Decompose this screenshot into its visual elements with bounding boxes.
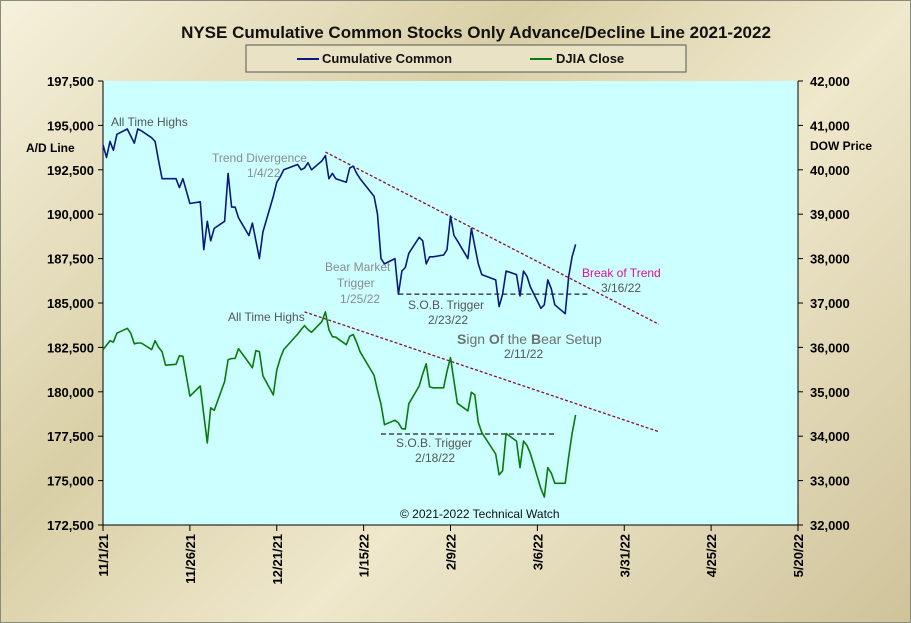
x-tick-label: 3/31/22 bbox=[617, 534, 632, 577]
annotation-sob-trigger-bottom-date: 2/18/22 bbox=[415, 451, 455, 465]
series-line-cumulative-common bbox=[102, 128, 577, 315]
left-tick-label: 192,500 bbox=[47, 163, 94, 178]
chart-title: NYSE Cumulative Common Stocks Only Advan… bbox=[181, 23, 771, 42]
series-line-djia-close bbox=[102, 311, 577, 498]
right-tick-label: 41,000 bbox=[810, 118, 850, 133]
left-axis-label: A/D Line bbox=[26, 141, 75, 155]
x-tick-label: 11/26/21 bbox=[183, 534, 198, 584]
x-axis: 11/1/21 11/26/21 12/21/21 1/15/22 2/9/22 3/6/… bbox=[96, 524, 806, 585]
annotation-trend-divergence: Trend Divergence bbox=[212, 151, 307, 165]
right-tick-label: 34,000 bbox=[810, 429, 850, 444]
x-tick-label: 4/25/22 bbox=[704, 534, 719, 577]
right-tick-label: 36,000 bbox=[810, 340, 850, 355]
right-tick-label: 40,000 bbox=[810, 163, 850, 178]
annotation-break-of-trend: Break of Trend bbox=[582, 266, 661, 280]
annotation-setup-date: 2/11/22 bbox=[504, 347, 543, 361]
trendline-0 bbox=[325, 151, 660, 325]
annotation-sob-trigger-bottom: S.O.B. Trigger bbox=[396, 436, 472, 450]
annotation-all-time-highs-top: All Time Highs bbox=[111, 115, 188, 129]
x-tick-label: 11/1/21 bbox=[96, 534, 111, 577]
left-tick-label: 175,000 bbox=[47, 474, 94, 489]
right-tick-label: 38,000 bbox=[810, 252, 850, 267]
annotation-sob-trigger-top: S.O.B. Trigger bbox=[408, 298, 484, 312]
annotation-bear-date: 1/25/22 bbox=[340, 292, 380, 306]
legend: Cumulative Common DJIA Close bbox=[245, 44, 687, 73]
right-axis-label: DOW Price bbox=[810, 139, 872, 153]
left-axis: 172,500 175,000 177,500 180,000 182,500 185,0… bbox=[47, 74, 104, 533]
annotation-trend-divergence-date: 1/4/22 bbox=[247, 166, 281, 180]
x-tick-label: 3/6/22 bbox=[530, 534, 545, 570]
left-tick-label: 172,500 bbox=[47, 518, 94, 533]
left-tick-label: 180,000 bbox=[47, 385, 94, 400]
left-tick-label: 185,000 bbox=[47, 296, 94, 311]
annotation-bear-trigger: Trigger bbox=[337, 276, 375, 290]
legend-box bbox=[245, 44, 687, 73]
right-tick-label: 39,000 bbox=[810, 207, 850, 222]
trendlines bbox=[304, 151, 660, 435]
annotations: All Time Highs Trend Divergence 1/4/22 B… bbox=[111, 115, 661, 521]
legend-label-cumulative-common: Cumulative Common bbox=[322, 51, 452, 66]
annotation-all-time-highs-bottom: All Time Highs bbox=[228, 310, 305, 324]
annotation-bear-market: Bear Market bbox=[325, 260, 391, 274]
right-axis: 32,000 33,000 34,000 35,000 36,000 37,000 38,0… bbox=[797, 74, 850, 533]
left-tick-label: 187,500 bbox=[47, 252, 94, 267]
left-tick-label: 190,000 bbox=[47, 207, 94, 222]
annotation-break-of-trend-date: 3/16/22 bbox=[601, 281, 641, 295]
x-tick-label: 1/15/22 bbox=[357, 534, 372, 577]
left-tick-label: 197,500 bbox=[47, 74, 94, 89]
right-tick-label: 33,000 bbox=[810, 474, 850, 489]
right-tick-label: 35,000 bbox=[810, 385, 850, 400]
x-tick-label: 5/20/22 bbox=[791, 534, 806, 577]
x-tick-label: 2/9/22 bbox=[444, 534, 459, 570]
legend-label-djia-close: DJIA Close bbox=[556, 51, 624, 66]
left-tick-label: 195,000 bbox=[47, 118, 94, 133]
left-tick-label: 177,500 bbox=[47, 429, 94, 444]
x-tick-label: 12/21/21 bbox=[270, 534, 285, 585]
left-tick-label: 182,500 bbox=[47, 340, 94, 355]
annotation-sign-of-the-bear-setup: Sign Of the Bear Setup bbox=[457, 331, 602, 347]
copyright-notice: © 2021-2022 Technical Watch bbox=[400, 507, 560, 521]
right-tick-label: 37,000 bbox=[810, 296, 850, 311]
plot-area bbox=[103, 81, 798, 525]
trendline-1 bbox=[304, 311, 660, 433]
right-tick-label: 42,000 bbox=[810, 74, 850, 89]
right-tick-label: 32,000 bbox=[810, 518, 850, 533]
annotation-sob-trigger-top-date: 2/23/22 bbox=[428, 313, 468, 327]
